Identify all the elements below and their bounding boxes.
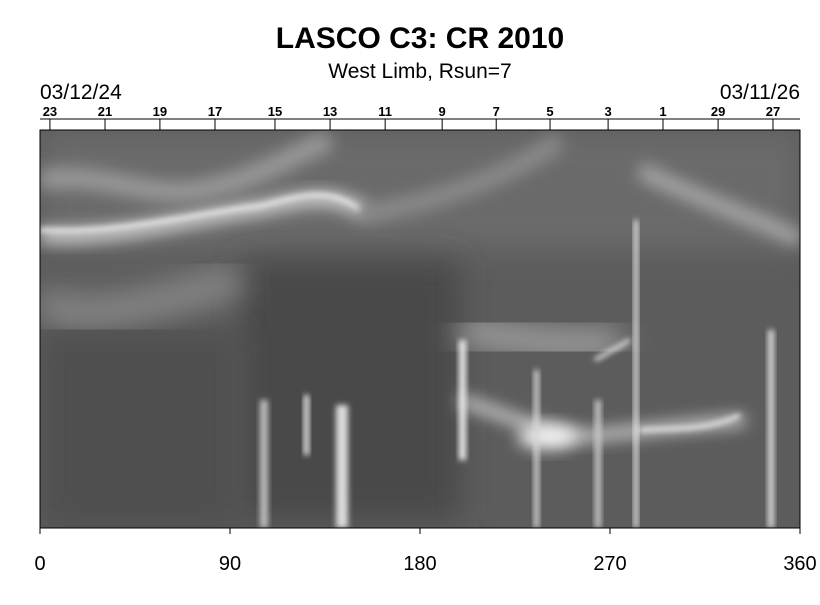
x-tick-label: 270 [593, 553, 626, 575]
chart-title: LASCO C3: CR 2010 [276, 22, 564, 55]
end-date: 03/11/26 [720, 81, 800, 104]
top-tick-label: 3 [604, 104, 611, 119]
top-tick-label: 1 [659, 104, 666, 119]
x-tick-label: 360 [783, 553, 816, 575]
x-tick-label: 90 [219, 553, 241, 575]
top-tick-label: 27 [766, 104, 780, 119]
top-tick-label: 11 [378, 104, 392, 119]
top-tick-label: 9 [439, 104, 446, 119]
top-tick-label: 5 [546, 104, 553, 119]
x-tick-label: 180 [403, 553, 436, 575]
x-tick-label: 0 [34, 553, 45, 575]
top-tick-label: 15 [268, 104, 282, 119]
top-tick-label: 17 [208, 104, 222, 119]
top-tick-label: 13 [323, 104, 337, 119]
synoptic-map [40, 130, 800, 528]
top-tick-label: 23 [43, 104, 57, 119]
top-tick-label: 29 [711, 104, 725, 119]
top-tick-label: 7 [493, 104, 500, 119]
chart-subtitle: West Limb, Rsun=7 [328, 60, 511, 83]
start-date: 03/12/24 [40, 81, 122, 104]
top-tick-label: 19 [153, 104, 167, 119]
top-tick-label: 21 [98, 104, 112, 119]
